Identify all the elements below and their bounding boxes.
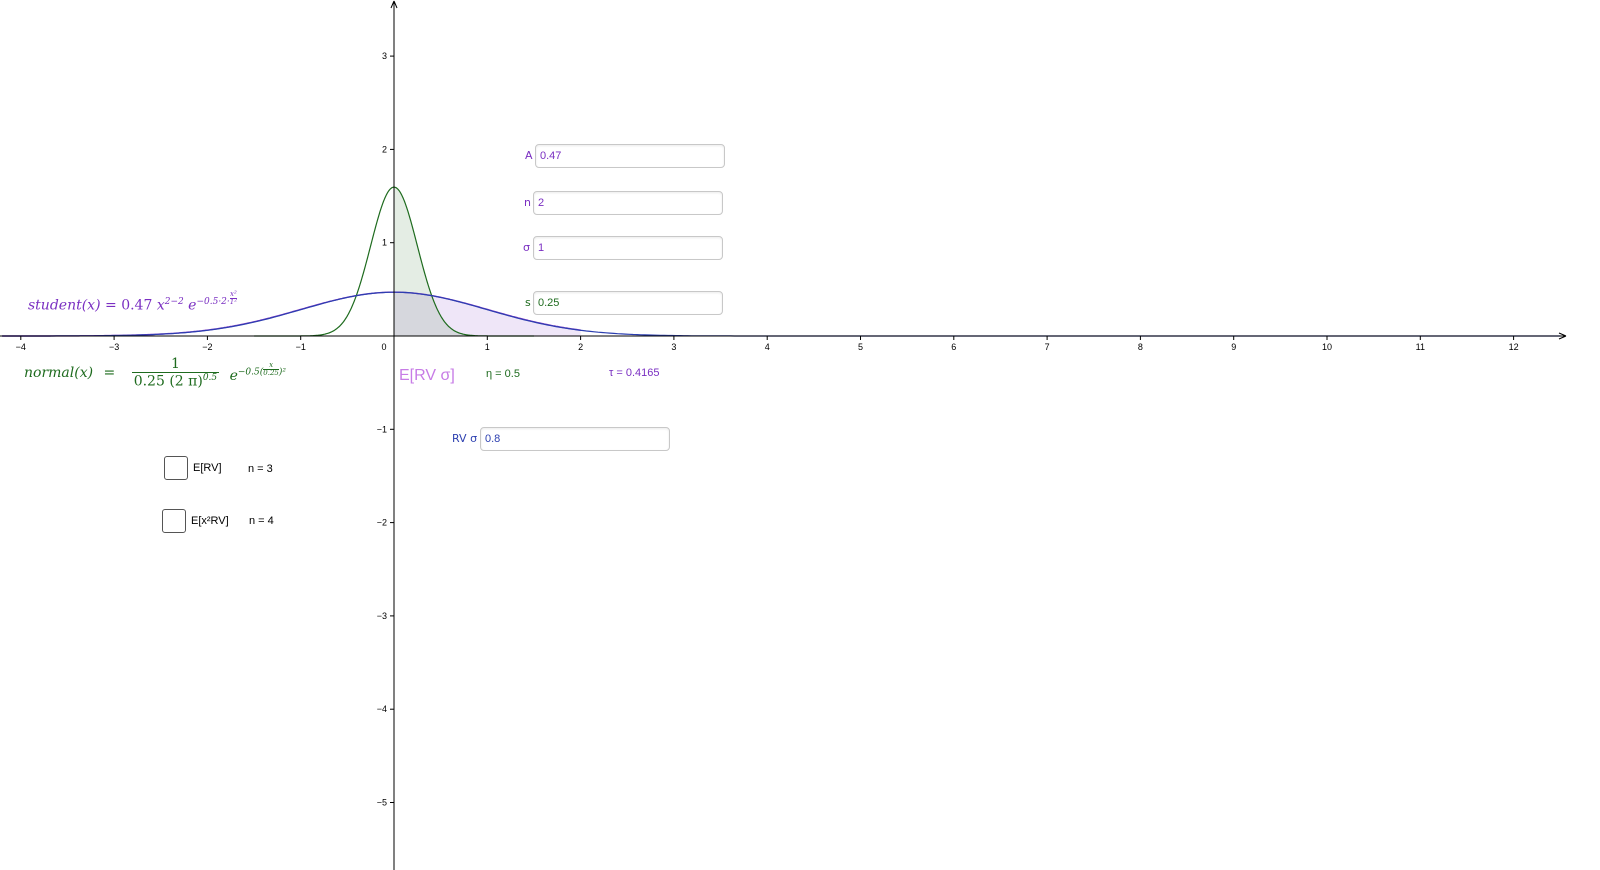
tau-text: τ = 0.4165 [609,367,660,379]
y-tick-label: −3 [377,611,387,621]
x-tick-label: 7 [1045,342,1050,352]
x-tick-label: −4 [16,342,26,352]
x-axis-arrow [1558,332,1567,340]
erv-sigma-text: E[RV σ] [399,367,455,384]
erv-checkbox-label[interactable]: E[RV] [193,462,222,474]
x-tick-label: −2 [202,342,212,352]
rv-sigma-label: RV σ [452,432,478,445]
x-tick-label: 4 [765,342,770,352]
s-label: s [525,296,531,309]
y-tick-label: −1 [377,424,387,434]
axes [0,0,1567,870]
ex2rv-checkbox-label[interactable]: E[x²RV] [191,515,229,527]
x-tick-label: 1 [485,342,490,352]
erv-checkbox[interactable] [164,456,188,480]
x-tick-label: 5 [858,342,863,352]
ex2rv-checkbox[interactable] [162,509,186,533]
y-tick-label: −5 [377,798,387,808]
y-tick-label: 2 [382,144,387,154]
x-tick-label: −3 [109,342,119,352]
y-tick-label: −2 [377,518,387,528]
y-axis-arrow [390,0,398,9]
a-label: A [525,149,533,162]
x-tick-label: 11 [1416,342,1425,352]
x-tick-label: −1 [296,342,306,352]
sigma-label: σ [523,241,530,254]
y-tick-label: −4 [377,704,387,714]
sigma-input[interactable]: 1 [533,236,723,260]
student-formula: student(x) = 0.47 x2−2 e−0.5·2· x² 1² [28,290,238,314]
s-input[interactable]: 0.25 [533,291,723,315]
x-tick-label: 2 [578,342,583,352]
x-tick-label: 0 [381,342,386,352]
x-tick-label: 6 [951,342,956,352]
y-tick-label: 1 [382,238,387,248]
n-label: n [524,196,531,209]
x-tick-label: 3 [671,342,676,352]
x-tick-label: 8 [1138,342,1143,352]
n-input[interactable]: 2 [533,191,723,215]
x-tick-label: 9 [1231,342,1236,352]
a-input[interactable]: 0.47 [535,144,725,168]
ex2rv-n-text: n = 4 [249,515,274,527]
x-tick-label: 10 [1322,342,1332,352]
student-area [394,292,581,336]
x-tick-label: 12 [1509,342,1519,352]
y-tick-label: 3 [382,51,387,61]
normal-formula: normal(x) = 1 0.25 (2 π)0.5 e−0.5(x 0.25)… [24,356,286,390]
erv-n-text: n = 3 [248,463,273,475]
rv-sigma-input[interactable]: 0.8 [480,427,670,451]
eta-text: η = 0.5 [486,368,520,380]
normal-area [394,187,488,336]
